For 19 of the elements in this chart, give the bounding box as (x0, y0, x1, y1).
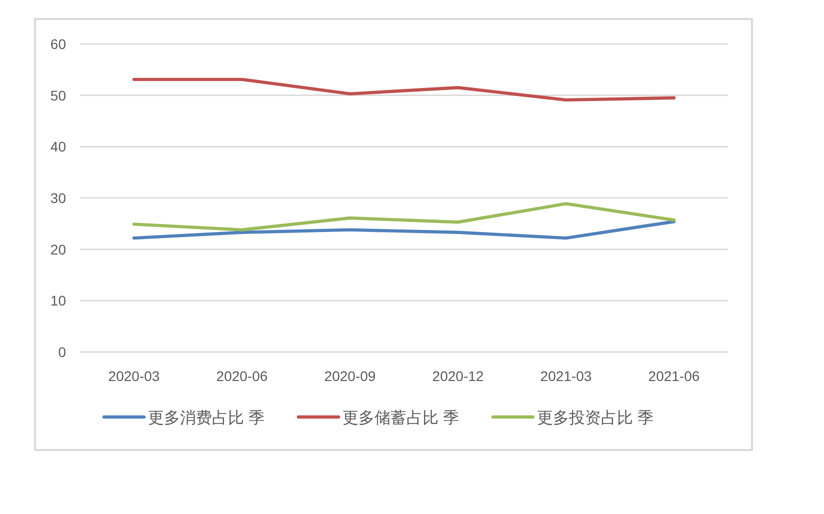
line-series (132, 78, 676, 102)
x-tick-label: 2020-09 (324, 368, 376, 384)
y-tick-label: 40 (50, 138, 66, 155)
x-tick-label: 2020-03 (108, 368, 160, 384)
y-tick-label: 60 (50, 36, 66, 52)
x-tick-label: 2021-03 (540, 368, 592, 384)
x-tick-label: 2021-06 (648, 368, 700, 384)
y-tick-label: 10 (50, 292, 66, 309)
y-tick-label: 50 (50, 87, 66, 104)
y-tick-label: 0 (58, 344, 66, 360)
legend-label: 更多消费占比 季 (148, 409, 264, 427)
x-tick-label: 2020-12 (432, 368, 484, 384)
legend-label: 更多储蓄占比 季 (342, 409, 459, 427)
legend-label: 更多投资占比 季 (536, 409, 654, 427)
x-tick-label: 2020-06 (216, 368, 268, 384)
y-tick-label: 30 (50, 190, 66, 206)
line-series (132, 220, 676, 240)
y-tick-label: 20 (50, 241, 66, 258)
line-series (132, 202, 676, 232)
